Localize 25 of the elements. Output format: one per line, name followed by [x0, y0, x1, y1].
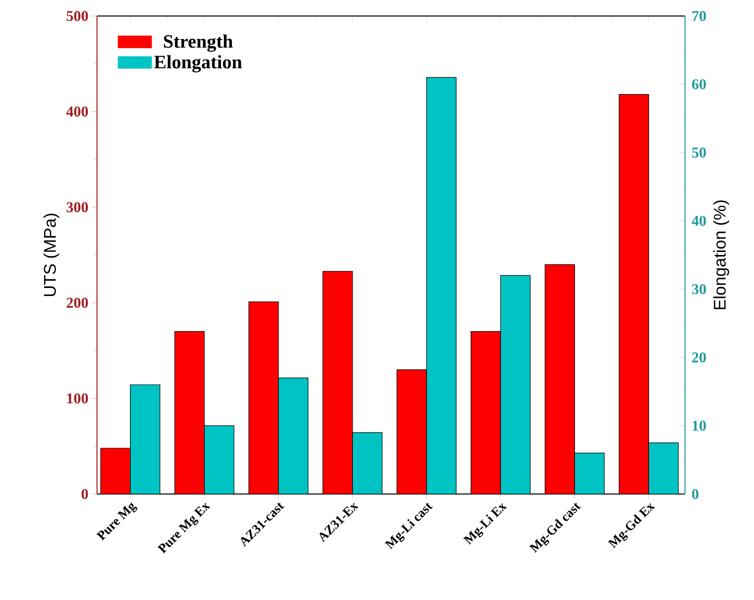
legend-label: Strength — [164, 34, 233, 52]
bar — [544, 264, 575, 494]
y2-tick-label: 40 — [692, 216, 706, 226]
x-tick-label: Pure Mg — [96, 502, 138, 541]
y2-tick-label: 20 — [692, 352, 706, 362]
bar — [618, 94, 650, 494]
y-tick-label: 200 — [66, 298, 88, 308]
bar — [322, 270, 353, 494]
y2-tick-label: 60 — [692, 79, 706, 90]
y2-tick-label: 10 — [692, 420, 706, 431]
y2-tick-label: 30 — [692, 284, 706, 294]
y-tick-label: 400 — [66, 106, 88, 117]
y-tick-label: 100 — [67, 393, 88, 404]
y2-tick-label: 70 — [692, 10, 706, 22]
y2-axis-title: Elongation (%) — [713, 200, 730, 310]
y-tick-label: 0 — [82, 488, 88, 500]
y2-tick-label: 0 — [692, 488, 698, 500]
bar — [174, 331, 205, 494]
legend-label: Elongation — [154, 55, 242, 72]
y-tick-label: 300 — [66, 202, 88, 212]
y-tick-label: 500 — [66, 10, 88, 22]
y-axis-title: UTS (MPa) — [43, 214, 60, 296]
y2-tick-label: 50 — [692, 148, 706, 158]
bar — [396, 369, 427, 494]
x-tick-label: Pure Mg Ex — [157, 502, 210, 554]
